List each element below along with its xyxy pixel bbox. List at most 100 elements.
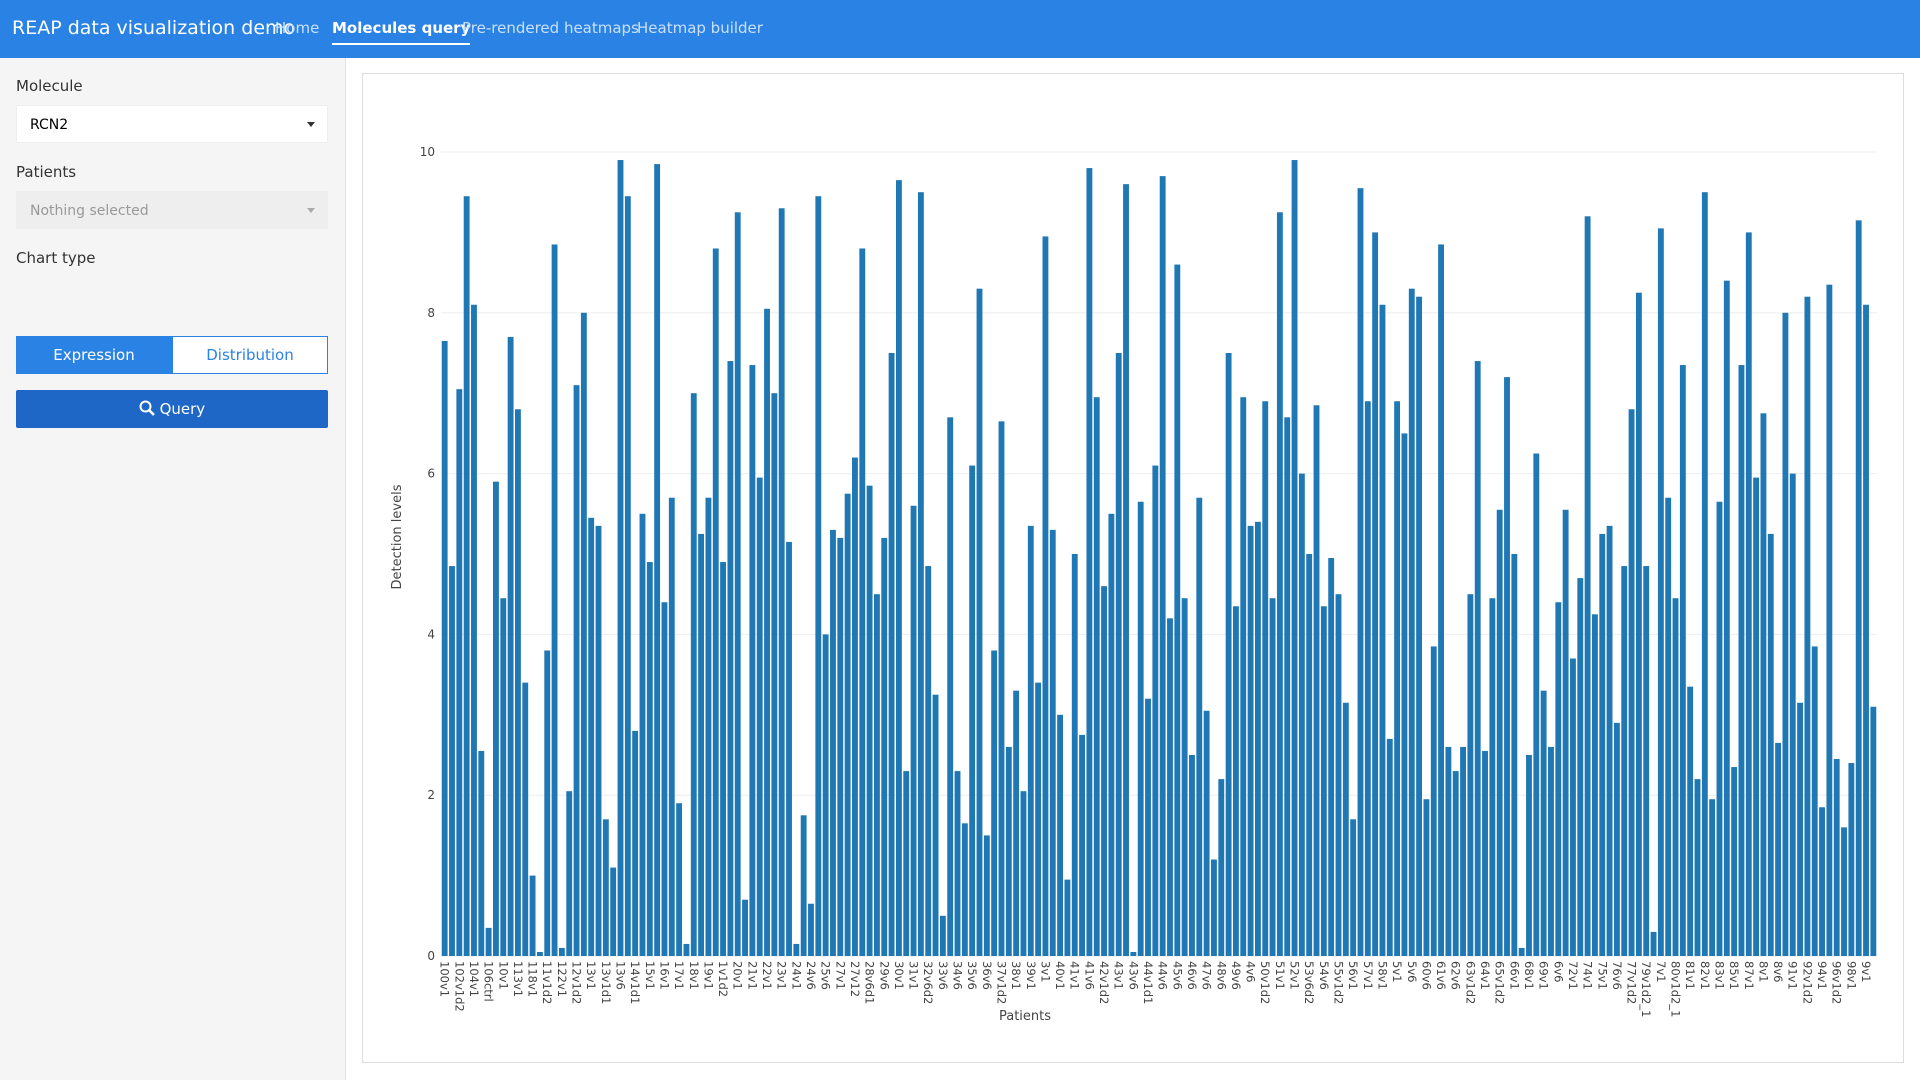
nav-heatmaps[interactable]: Pre-rendered heatmaps — [462, 19, 639, 37]
nav-builder[interactable]: Heatmap builder — [637, 19, 763, 37]
bar — [1298, 473, 1305, 956]
expression-button[interactable]: Expression — [16, 336, 172, 374]
bar — [1782, 312, 1789, 956]
bar — [1262, 401, 1269, 956]
bar — [866, 485, 873, 956]
bar — [493, 481, 499, 956]
bar — [698, 533, 705, 956]
bar — [463, 196, 470, 957]
bar — [683, 943, 690, 956]
x-tick-label: 49v6 — [1229, 961, 1243, 990]
bar — [1460, 746, 1466, 956]
bar — [1848, 763, 1855, 956]
bar — [976, 288, 983, 956]
x-tick-label: 15v1 — [643, 961, 657, 990]
nav-home[interactable]: Home — [275, 19, 320, 37]
bar — [654, 164, 661, 956]
bar — [734, 212, 741, 957]
bar — [1863, 304, 1869, 956]
bar — [1577, 578, 1584, 956]
bar — [947, 417, 954, 956]
bar — [1203, 710, 1210, 956]
x-tick-label: 50v1d2 — [1258, 961, 1272, 1004]
bar — [1086, 168, 1093, 956]
x-axis-title: Patients — [999, 1009, 1051, 1024]
bar — [1467, 594, 1474, 956]
bar — [1665, 497, 1672, 956]
bar — [837, 537, 844, 956]
molecule-select[interactable]: RCN2 — [16, 105, 328, 143]
x-tick-label: 113v1 — [511, 961, 525, 997]
bar — [544, 650, 551, 956]
chart-type-label: Chart type — [16, 249, 96, 267]
x-tick-label: 55v1d2 — [1332, 961, 1346, 1004]
x-tick-label: 66v1 — [1507, 961, 1521, 990]
x-tick-label: 46v6 — [1185, 961, 1199, 990]
bar — [1855, 220, 1862, 957]
x-tick-label: 30v1 — [892, 961, 906, 990]
x-tick-label: 31v1 — [907, 961, 921, 990]
bar — [1716, 501, 1723, 956]
bar — [1240, 397, 1247, 957]
query-button[interactable]: Query — [16, 390, 328, 428]
x-tick-label: 74v1 — [1581, 961, 1595, 990]
x-tick-label: 13v1d1 — [599, 961, 613, 1004]
bar — [1379, 304, 1386, 956]
x-tick-label: 100v1 — [438, 961, 452, 997]
bar — [441, 340, 448, 956]
x-tick-label: 8v6 — [1771, 961, 1785, 982]
bar — [1562, 509, 1569, 956]
x-tick-label: 118v1 — [526, 961, 540, 997]
bar — [1819, 807, 1825, 956]
x-tick-label: 45v6 — [1170, 961, 1184, 990]
distribution-button[interactable]: Distribution — [172, 336, 328, 374]
bar — [786, 541, 792, 956]
x-tick-label: 25v6 — [819, 961, 833, 990]
bar — [1335, 594, 1342, 956]
bar — [1723, 280, 1730, 956]
brand[interactable]: REAP data visualization demo — [12, 17, 296, 39]
nav-molecules[interactable]: Molecules query — [332, 19, 471, 45]
bar — [771, 393, 778, 956]
x-tick-label: 92v1d2 — [1800, 961, 1814, 1004]
navbar: REAP data visualization demo Home Molecu… — [0, 0, 1920, 58]
x-tick-label: 58v1 — [1375, 961, 1389, 990]
x-tick-label: 24v6 — [804, 961, 818, 990]
bar — [1159, 176, 1166, 956]
bar — [690, 393, 697, 956]
x-tick-label: 42v1d2 — [1097, 961, 1111, 1004]
x-tick-label: 63v1d2 — [1463, 961, 1477, 1004]
bar — [917, 192, 924, 956]
x-tick-label: 5v6 — [1405, 961, 1419, 982]
x-tick-label: 43v1 — [1112, 961, 1126, 990]
bar — [478, 750, 485, 956]
bar — [500, 598, 507, 956]
patients-select[interactable]: Nothing selected — [16, 191, 328, 229]
bar — [661, 602, 668, 956]
bar — [1181, 598, 1188, 956]
x-tick-label: 36v6 — [980, 961, 994, 990]
x-tick-label: 82v1 — [1698, 961, 1712, 990]
bar — [1211, 859, 1217, 956]
bar — [969, 465, 976, 956]
x-tick-label: 106ctrl — [482, 961, 496, 1002]
bar — [954, 771, 961, 956]
bar — [639, 513, 646, 956]
bar — [1672, 598, 1679, 956]
x-tick-label: 27v12 — [848, 961, 862, 997]
x-tick-label: 48v6 — [1214, 961, 1228, 990]
bar — [1591, 614, 1598, 956]
bar — [551, 244, 558, 956]
bar — [610, 867, 617, 956]
bar — [1452, 771, 1459, 956]
bar — [1328, 558, 1335, 956]
bar — [983, 835, 990, 956]
x-tick-label: 23v1 — [775, 961, 789, 990]
x-tick-label: 29v6 — [877, 961, 891, 990]
x-tick-label: 68v1 — [1522, 961, 1536, 990]
bar — [588, 517, 595, 956]
bar — [1841, 827, 1847, 956]
bar — [844, 493, 851, 956]
bar — [1526, 755, 1532, 956]
